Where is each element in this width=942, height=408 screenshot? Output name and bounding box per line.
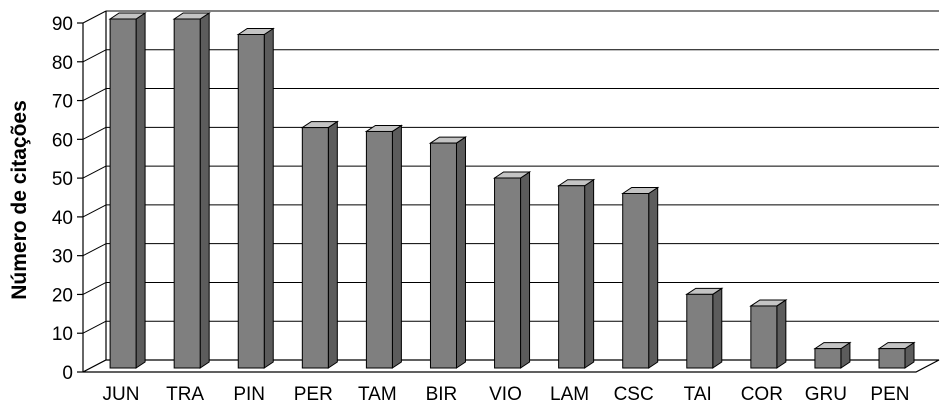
bar <box>428 136 468 369</box>
gridline-depth <box>82 126 107 140</box>
gridline-depth <box>82 204 107 218</box>
bar-side <box>455 136 466 369</box>
y-tick-label: 40 <box>52 208 73 229</box>
y-tick-label: 80 <box>52 53 73 74</box>
bar-side <box>263 27 274 369</box>
gridline-depth <box>82 165 107 179</box>
bar-front <box>109 18 137 369</box>
y-tick-label: 50 <box>52 169 73 190</box>
x-tick-labels: JUN TRA PIN PER TAM BIR VIO LAM CSC TAI COR GRU PEN <box>103 384 910 405</box>
bar-front <box>814 348 842 369</box>
y-tick-label: 60 <box>52 130 73 151</box>
bar <box>813 341 852 369</box>
x-tick-label: BIR <box>426 384 458 405</box>
y-tick-label: 90 <box>52 14 73 35</box>
bar <box>621 186 660 369</box>
bar-front <box>365 130 393 369</box>
bar <box>300 120 339 369</box>
bar-front <box>558 185 586 369</box>
gridline-depth <box>82 88 107 101</box>
bar-side <box>776 299 787 369</box>
bar-front <box>301 127 329 369</box>
bar-front <box>173 18 201 369</box>
bar-side <box>199 12 210 369</box>
bar <box>492 171 532 369</box>
bar-side <box>648 186 659 369</box>
y-tick-labels: 0 10 20 30 40 50 60 70 80 90 <box>52 14 73 384</box>
x-tick-label: TRA <box>166 384 204 405</box>
x-tick-label: CSC <box>614 384 654 405</box>
bar-front <box>429 142 457 369</box>
bar-side <box>135 12 146 369</box>
bars <box>108 12 916 369</box>
bar <box>685 287 724 369</box>
bar <box>877 341 916 369</box>
x-tick-label: LAM <box>550 384 589 405</box>
x-tick-label: JUN <box>103 384 140 405</box>
y-tick-label: 20 <box>52 285 73 306</box>
bar-front <box>686 293 714 369</box>
gridline-depth <box>82 10 107 24</box>
bar <box>749 299 788 369</box>
gridline-depth <box>82 320 107 334</box>
x-tick-label: TAM <box>358 384 397 405</box>
bar-side <box>327 120 338 369</box>
x-tick-label: PIN <box>233 384 265 405</box>
x-tick-label: COR <box>741 384 783 405</box>
x-tick-label: GRU <box>805 384 847 405</box>
x-tick-label: PEN <box>870 384 909 405</box>
y-tick-label: 30 <box>52 247 73 268</box>
bar <box>236 27 275 369</box>
x-tick-label: TAI <box>684 384 712 405</box>
y-tick-label: 70 <box>52 92 73 113</box>
bar-side <box>712 287 723 369</box>
y-tick-label: 10 <box>52 324 73 345</box>
bar-side <box>584 178 595 369</box>
bar-front <box>622 193 650 369</box>
y-tick-label: 0 <box>62 363 73 384</box>
gridline-depth <box>82 243 107 257</box>
bar-front <box>494 177 522 369</box>
y-axis-title: Número de citações <box>8 100 31 300</box>
bar <box>172 12 211 369</box>
bar <box>108 12 147 369</box>
bar-front <box>237 34 265 369</box>
bar <box>556 178 596 369</box>
gridline-depth <box>82 49 107 63</box>
x-tick-label: PER <box>294 384 333 405</box>
bar-front <box>878 348 906 369</box>
bar-front <box>750 305 778 369</box>
x-tick-label: VIO <box>489 384 522 405</box>
bar <box>364 124 404 369</box>
gridline-depth <box>82 282 107 295</box>
bar-side <box>391 124 402 369</box>
bar-side <box>520 171 531 369</box>
